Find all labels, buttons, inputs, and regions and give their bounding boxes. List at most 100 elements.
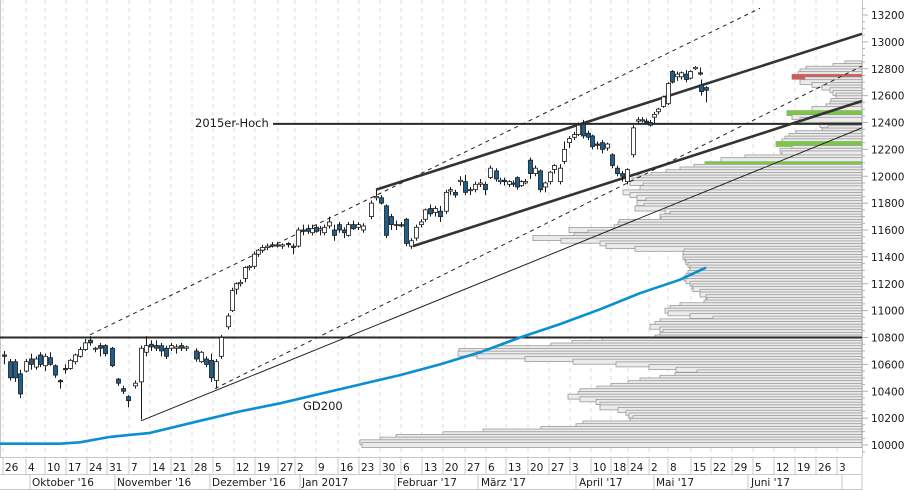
week-tick-label: 10 (593, 462, 606, 474)
bearish-candle (438, 210, 443, 217)
y-tick-label: 12000 (871, 171, 904, 183)
week-tick-label: 3 (572, 462, 579, 474)
bearish-candle (590, 135, 595, 148)
volume-profile-bar (361, 442, 863, 448)
y-tick-label: 12200 (871, 144, 904, 156)
y-tick-label: 10000 (871, 440, 904, 452)
bearish-candle (483, 183, 488, 191)
bullish-candle (34, 358, 39, 368)
bullish-candle (346, 224, 351, 236)
vertical-gridlines (0, 0, 838, 457)
bearish-candle (58, 380, 63, 383)
bullish-candle (666, 83, 671, 105)
week-tick-label: 15 (693, 462, 706, 474)
week-tick-label: 8 (670, 462, 677, 474)
bullish-candle (394, 224, 399, 227)
y-tick-label: 13000 (871, 37, 904, 49)
month-label: Februar '17 (397, 477, 457, 489)
bearish-candle (538, 170, 543, 191)
week-tick-label: 19 (797, 462, 810, 474)
month-label: Juni '17 (750, 477, 790, 489)
y-tick-label: 12400 (871, 118, 904, 130)
week-tick-label: 26 (818, 462, 832, 474)
bearish-candle (581, 123, 586, 137)
week-tick-label: 31 (109, 462, 122, 474)
bullish-candle (133, 382, 138, 387)
week-tick-label: 13 (508, 462, 521, 474)
bullish-candle (498, 179, 503, 183)
bearish-candle (698, 72, 703, 75)
bearish-candle (314, 226, 319, 232)
bullish-candle (679, 72, 684, 78)
bearish-candle (98, 345, 103, 349)
volume-profile-highlight (776, 141, 862, 147)
bearish-candle (2, 354, 7, 357)
bullish-candle (73, 354, 78, 363)
bullish-candle (448, 189, 453, 192)
y-tick-label: 12600 (871, 91, 904, 103)
bullish-candle (260, 247, 265, 251)
bullish-candle (214, 361, 219, 381)
y-axis: 10000 10200 10400 10600 10800 11000 11200 11400… (862, 0, 904, 457)
bearish-candle (29, 358, 34, 365)
bullish-candle (507, 181, 512, 185)
y-tick-label: 11800 (871, 198, 904, 210)
bullish-candle (552, 165, 557, 170)
bullish-candle (174, 346, 179, 349)
bullish-candle (318, 228, 323, 231)
bearish-candle (286, 243, 291, 246)
bearish-candle (13, 361, 18, 379)
bullish-candle (558, 167, 563, 183)
week-tick-label: 24 (89, 462, 103, 474)
week-tick-label: 21 (173, 462, 186, 474)
bullish-candle (458, 179, 463, 183)
bullish-candle (296, 229, 301, 247)
bearish-candle (615, 167, 620, 174)
bullish-candle (265, 245, 270, 248)
bearish-candle (110, 347, 115, 367)
month-label: Mai '17 (656, 477, 694, 489)
bullish-candle (369, 202, 374, 217)
gd200-moving-average (0, 266, 707, 446)
bearish-candle (704, 87, 709, 91)
week-tick-label: 27 (467, 462, 480, 474)
week-tick-label: 24 (630, 462, 644, 474)
bearish-candle (18, 373, 23, 395)
y-tick-label: 10600 (871, 359, 904, 371)
bullish-candle (478, 182, 483, 185)
bearish-candle (164, 347, 169, 357)
bullish-candle (374, 196, 379, 199)
bullish-candle (688, 71, 693, 79)
bearish-candle (586, 132, 591, 138)
bullish-candle (433, 208, 438, 213)
bearish-candle (404, 218, 409, 244)
month-label: Dezember '16 (212, 477, 286, 489)
bearish-candle (8, 361, 13, 379)
bearish-candle (528, 159, 533, 174)
bullish-candle (419, 221, 424, 226)
bullish-candle (423, 209, 428, 220)
bearish-candle (337, 224, 342, 231)
bearish-candle (351, 224, 356, 230)
bearish-candle (103, 345, 108, 355)
week-tick-label: 14 (152, 462, 166, 474)
bearish-candle (88, 339, 93, 344)
week-tick-label: 12 (236, 462, 249, 474)
horizontal-levels (0, 122, 862, 339)
annotation-label: 2015er-Hoch (195, 116, 269, 130)
bullish-candle (139, 347, 144, 383)
y-tick-label: 10200 (871, 413, 904, 425)
bearish-candle (154, 345, 159, 349)
bearish-candle (610, 154, 615, 166)
bullish-candle (625, 169, 630, 183)
bearish-candle (511, 182, 516, 185)
bullish-candle (219, 337, 224, 357)
candlesticks (2, 66, 709, 420)
bearish-candle (179, 345, 184, 349)
bearish-candle (670, 71, 675, 83)
bearish-candle (116, 378, 121, 384)
bullish-candle (327, 221, 332, 227)
bearish-candle (428, 208, 433, 215)
bearish-candle (291, 245, 296, 248)
week-tick-label: 23 (361, 462, 374, 474)
